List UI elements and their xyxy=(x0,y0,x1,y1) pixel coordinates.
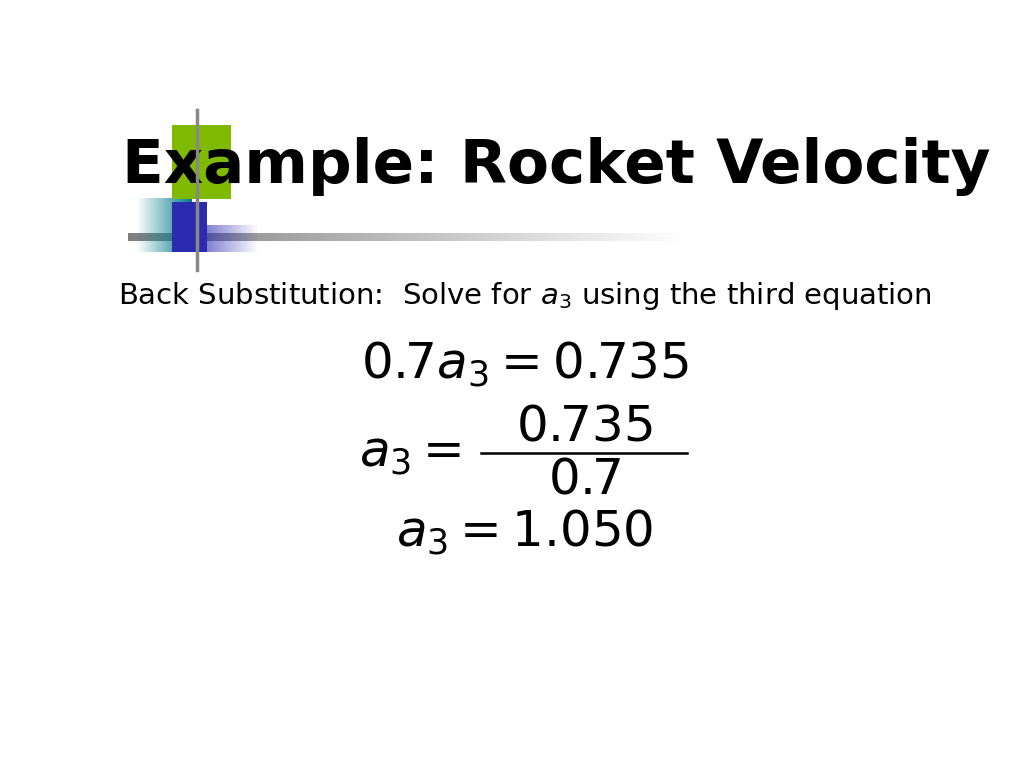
Text: Back Substitution:  Solve for $a_3$ using the third equation: Back Substitution: Solve for $a_3$ using… xyxy=(118,280,932,312)
Text: $0.7a_3 = 0.735$: $0.7a_3 = 0.735$ xyxy=(360,339,689,389)
Text: Example: Rocket Velocity: Example: Rocket Velocity xyxy=(122,137,991,196)
Bar xyxy=(172,201,207,252)
Text: $a_3 = 1.050$: $a_3 = 1.050$ xyxy=(396,508,653,558)
Text: $a_3 =$: $a_3 =$ xyxy=(358,429,461,477)
Bar xyxy=(172,124,231,199)
Text: $0.7$: $0.7$ xyxy=(548,455,621,504)
Text: $0.735$: $0.735$ xyxy=(516,402,652,450)
